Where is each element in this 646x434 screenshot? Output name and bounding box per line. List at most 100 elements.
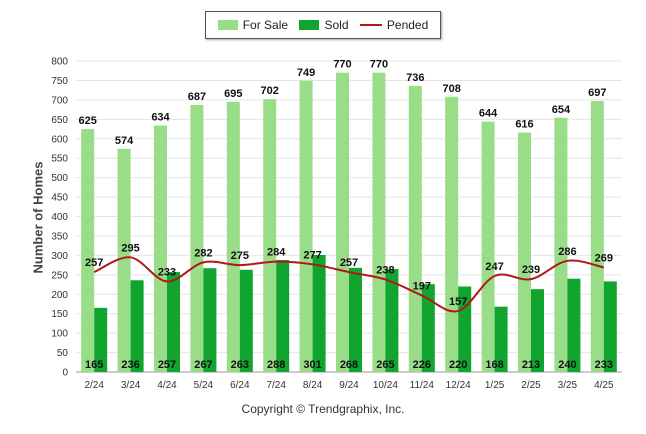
y-tick-label: 800 xyxy=(51,57,68,68)
bar-for-sale xyxy=(518,132,531,372)
y-tick-label: 0 xyxy=(62,368,68,379)
for-sale-value-label: 770 xyxy=(370,59,388,71)
for-sale-value-label: 708 xyxy=(443,83,461,95)
y-tick-label: 700 xyxy=(51,95,68,106)
for-sale-value-label: 625 xyxy=(79,115,97,127)
sold-value-label: 213 xyxy=(522,359,540,371)
x-tick-label: 4/24 xyxy=(157,380,177,391)
for-sale-value-label: 616 xyxy=(515,119,533,131)
for-sale-value-label: 695 xyxy=(224,88,242,100)
y-tick-label: 350 xyxy=(51,231,68,242)
pended-value-label: 239 xyxy=(522,264,540,276)
copyright: Copyright © Trendgraphix, Inc. xyxy=(241,402,405,416)
sold-value-label: 240 xyxy=(558,359,576,371)
bar-sold xyxy=(130,280,144,372)
bar-for-sale xyxy=(299,80,313,373)
for-sale-value-label: 749 xyxy=(297,67,315,79)
bar-sold xyxy=(276,260,290,372)
x-tick-label: 10/24 xyxy=(373,380,398,391)
for-sale-value-label: 634 xyxy=(151,112,170,124)
sold-value-label: 257 xyxy=(158,359,176,371)
bar-sold xyxy=(567,278,581,372)
pended-value-label: 275 xyxy=(231,250,249,262)
bar-sold xyxy=(385,268,399,372)
for-sale-value-label: 574 xyxy=(115,135,134,147)
y-tick-label: 600 xyxy=(51,134,68,145)
pended-value-label: 269 xyxy=(595,252,613,264)
bars xyxy=(81,72,617,373)
sold-value-label: 165 xyxy=(85,359,103,371)
for-sale-value-label: 644 xyxy=(479,108,498,120)
x-tick-label: 9/24 xyxy=(339,380,359,391)
sold-value-label: 267 xyxy=(194,359,212,371)
x-tick-label: 5/24 xyxy=(194,380,214,391)
pended-line xyxy=(93,256,605,313)
x-tick-label: 3/25 xyxy=(558,380,578,391)
sold-value-label: 233 xyxy=(595,359,613,371)
for-sale-value-label: 770 xyxy=(333,59,351,71)
pended-value-label: 257 xyxy=(85,257,103,269)
sold-value-label: 226 xyxy=(413,359,431,371)
legend: For Sale Sold Pended xyxy=(205,11,441,39)
y-tick-label: 750 xyxy=(51,76,68,87)
pended-value-label: 197 xyxy=(413,280,431,292)
y-tick-label: 550 xyxy=(51,154,68,165)
sold-swatch xyxy=(299,20,320,30)
pended-value-label: 257 xyxy=(340,257,358,269)
pended-value-label: 284 xyxy=(267,247,286,259)
y-axis-title: Number of Homes xyxy=(30,161,46,274)
bar-for-sale xyxy=(154,125,167,372)
bar-for-sale xyxy=(445,96,459,372)
y-tick-label: 650 xyxy=(51,115,68,126)
legend-label-for-sale: For Sale xyxy=(242,18,289,32)
pended-value-label: 277 xyxy=(303,249,321,261)
y-tick-label: 450 xyxy=(51,193,68,204)
x-tick-label: 3/24 xyxy=(121,380,141,391)
for-sale-value-label: 697 xyxy=(588,87,606,99)
legend-item-for-sale[interactable]: For Sale xyxy=(217,18,289,32)
sold-value-label: 236 xyxy=(121,359,139,371)
x-tick-label: 11/24 xyxy=(410,380,435,391)
sold-value-label: 268 xyxy=(340,359,358,371)
bar-for-sale xyxy=(117,148,131,372)
bar-sold xyxy=(458,286,472,372)
sold-value-label: 301 xyxy=(303,359,321,371)
pended-value-label: 282 xyxy=(194,247,212,259)
bar-sold xyxy=(203,268,217,372)
bar-sold xyxy=(603,281,617,372)
x-tick-label: 12/24 xyxy=(446,380,471,391)
y-tick-label: 150 xyxy=(51,309,68,320)
legend-item-pended[interactable]: Pended xyxy=(359,18,429,32)
bar-for-sale xyxy=(81,129,95,372)
pended-value-label: 295 xyxy=(121,242,139,254)
x-tick-label: 6/24 xyxy=(230,380,250,391)
x-tick-label: 2/25 xyxy=(521,380,541,391)
pended-value-label: 157 xyxy=(449,296,467,308)
y-tick-label: 300 xyxy=(51,251,68,262)
x-tick-label: 1/25 xyxy=(485,380,505,391)
bar-for-sale xyxy=(190,104,204,373)
legend-item-sold[interactable]: Sold xyxy=(299,18,349,32)
bar-for-sale xyxy=(554,117,568,372)
bar-sold xyxy=(421,284,435,372)
bar-for-sale xyxy=(481,121,495,373)
for-sale-swatch xyxy=(217,20,238,30)
sold-value-label: 220 xyxy=(449,359,467,371)
pended-swatch xyxy=(359,24,382,26)
legend-label-pended: Pended xyxy=(386,18,429,32)
y-tick-label: 250 xyxy=(51,270,68,281)
pended-value-label: 247 xyxy=(485,261,503,273)
x-tick-label: 2/24 xyxy=(84,380,104,391)
for-sale-value-label: 736 xyxy=(406,72,424,84)
bar-for-sale xyxy=(590,101,604,372)
bar-sold xyxy=(167,272,180,372)
pended-value-label: 233 xyxy=(158,266,176,278)
bar-sold xyxy=(531,289,544,372)
x-tick-label: 8/24 xyxy=(303,380,323,391)
y-tick-label: 500 xyxy=(51,173,68,184)
value-labels: 625 165 574 236 634 257 687 267 695 263 702 288 749 3… xyxy=(79,59,613,371)
sold-value-label: 265 xyxy=(376,359,394,371)
for-sale-value-label: 687 xyxy=(188,91,206,103)
bar-for-sale xyxy=(226,101,240,372)
